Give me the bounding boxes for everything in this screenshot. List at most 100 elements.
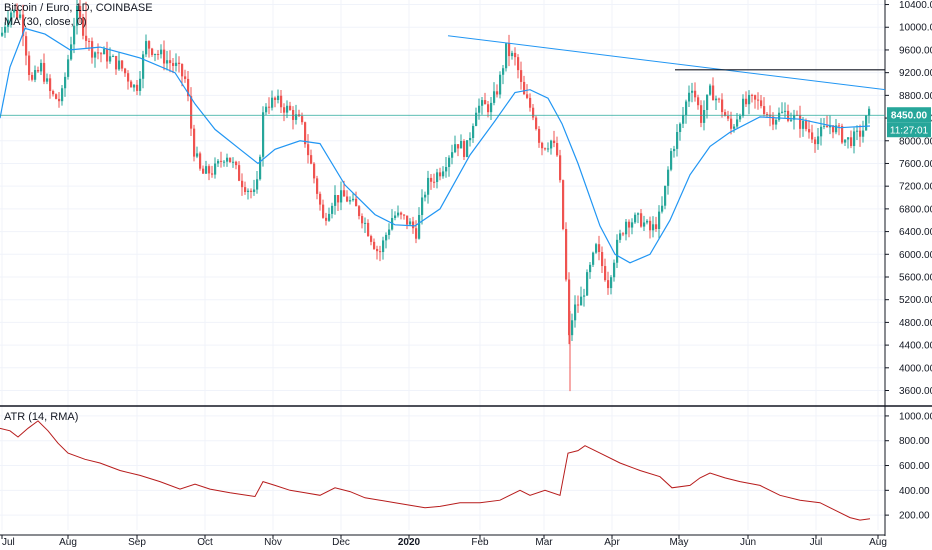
- candle-up: [145, 34, 148, 58]
- candle-body: [475, 112, 478, 126]
- candle-body: [682, 115, 685, 124]
- candle-down: [433, 173, 436, 188]
- candle-body: [589, 264, 592, 273]
- candle-body: [511, 52, 514, 57]
- candle-body: [619, 233, 622, 240]
- candle-body: [163, 49, 166, 64]
- candle-body: [373, 241, 376, 249]
- countdown-badge: [887, 122, 931, 138]
- candle-body: [568, 279, 571, 336]
- candle-body: [562, 180, 565, 229]
- candle-body: [100, 53, 103, 55]
- candle-down: [751, 93, 754, 103]
- candle-down: [100, 51, 103, 63]
- candle-down: [115, 55, 118, 75]
- candle-down: [193, 124, 196, 162]
- candle-up: [61, 84, 64, 106]
- candle-body: [499, 74, 502, 95]
- price-tick-label: 4400.00: [899, 341, 932, 352]
- candle-down: [85, 31, 88, 48]
- atr-tick-label: 400.00: [899, 486, 930, 497]
- candle-body: [778, 112, 781, 120]
- candle-up: [469, 132, 472, 147]
- candle-down: [520, 61, 523, 90]
- candle-body: [556, 143, 559, 156]
- candle-body: [565, 228, 568, 280]
- price-tick-label: 5200.00: [899, 295, 932, 306]
- candle-body: [121, 60, 124, 69]
- candle-body: [763, 106, 766, 115]
- candle-up: [424, 191, 427, 202]
- candle-body: [490, 102, 493, 113]
- candle-body: [1, 32, 4, 36]
- candle-up: [334, 185, 337, 215]
- candle-up: [691, 82, 694, 103]
- candle-down: [313, 162, 316, 184]
- candle-body: [718, 98, 721, 100]
- candle-up: [499, 71, 502, 99]
- price-tick-label: 7200.00: [899, 182, 932, 193]
- candle-body: [166, 60, 169, 64]
- candle-body: [583, 295, 586, 297]
- candle-body: [616, 239, 619, 263]
- candle-body: [337, 195, 340, 203]
- candle-body: [22, 14, 25, 37]
- atr-tick-label: 200.00: [899, 511, 930, 522]
- candle-body: [118, 60, 121, 70]
- candle-up: [646, 219, 649, 225]
- countdown-text: 11:27:01: [890, 126, 929, 137]
- candle-body: [481, 100, 484, 106]
- candle-down: [697, 94, 700, 110]
- candle-body: [496, 91, 499, 95]
- candle-down: [379, 245, 382, 262]
- candle-up: [436, 168, 439, 189]
- candle-down: [190, 87, 193, 136]
- candle-up: [166, 50, 169, 71]
- candle-down: [316, 175, 319, 200]
- candle-up: [142, 50, 145, 89]
- candle-up: [175, 53, 178, 72]
- candle-body: [178, 62, 181, 65]
- candle-body: [301, 116, 304, 123]
- candle-up: [118, 51, 121, 71]
- candle-up: [70, 36, 73, 61]
- candle-body: [604, 266, 607, 281]
- candle-body: [403, 214, 406, 216]
- candle-body: [250, 190, 253, 192]
- candle-down: [211, 165, 214, 178]
- candle-body: [841, 125, 844, 143]
- candle-body: [190, 96, 193, 129]
- candle-down: [832, 125, 835, 139]
- candle-down: [157, 50, 160, 60]
- candle-down: [457, 144, 460, 157]
- candle-down: [487, 100, 490, 118]
- candle-body: [502, 68, 505, 75]
- candle-body: [550, 140, 553, 149]
- candle-body: [37, 70, 40, 72]
- price-tick-label: 6000.00: [899, 250, 932, 261]
- candle-down: [649, 216, 652, 239]
- candle-body: [847, 137, 850, 140]
- candle-body: [64, 76, 67, 89]
- candle-body: [664, 185, 667, 206]
- chart-title: Bitcoin / Euro, 1D, COINBASE: [4, 2, 153, 14]
- candle-down: [202, 165, 205, 174]
- candle-down: [718, 97, 721, 103]
- candle-up: [76, 0, 79, 35]
- candle-down: [577, 295, 580, 313]
- candle-up: [232, 157, 235, 168]
- candle-body: [109, 56, 112, 62]
- candle-down: [754, 94, 757, 109]
- candle-up: [610, 275, 613, 295]
- candle-body: [445, 167, 448, 172]
- candle-body: [439, 172, 442, 177]
- candle-up: [340, 181, 343, 211]
- candle-body: [652, 224, 655, 231]
- candle-up: [580, 286, 583, 306]
- candle-body: [430, 177, 433, 182]
- candle-body: [469, 137, 472, 141]
- candle-down: [604, 258, 607, 282]
- candle-body: [676, 132, 679, 149]
- candle-up: [571, 313, 574, 342]
- candle-body: [262, 112, 265, 157]
